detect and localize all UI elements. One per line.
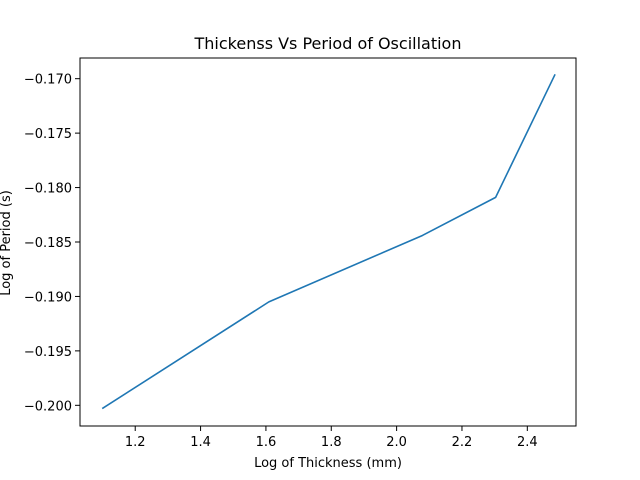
x-axis: 1.2 1.4 1.6 1.8 2.0 2.2 2.4 (125, 426, 538, 450)
y-tick-label: −0.195 (24, 345, 72, 360)
x-axis-label: Log of Thickness (mm) (254, 456, 402, 471)
chart-title: Thickenss Vs Period of Oscillation (194, 34, 462, 53)
x-tick-label: 1.8 (321, 435, 342, 450)
y-tick-label: −0.190 (24, 290, 72, 305)
x-tick-label: 2.4 (517, 435, 538, 450)
series-layer (101, 73, 556, 410)
y-axis-label: Log of Period (s) (0, 190, 14, 296)
y-axis: −0.200 −0.195 −0.190 −0.185 −0.180 −0.175 −0.1… (24, 73, 80, 414)
x-tick-label: 2.2 (452, 435, 473, 450)
y-tick-label: −0.185 (24, 236, 72, 251)
x-tick-label: 1.2 (125, 435, 146, 450)
y-tick-label: −0.175 (24, 127, 72, 142)
y-tick-label: −0.200 (24, 399, 72, 414)
x-tick-label: 1.4 (190, 435, 211, 450)
y-tick-label: −0.180 (24, 182, 72, 197)
y-tick-label: −0.170 (24, 73, 72, 88)
x-tick-label: 1.6 (256, 435, 277, 450)
x-tick-label: 2.0 (386, 435, 407, 450)
